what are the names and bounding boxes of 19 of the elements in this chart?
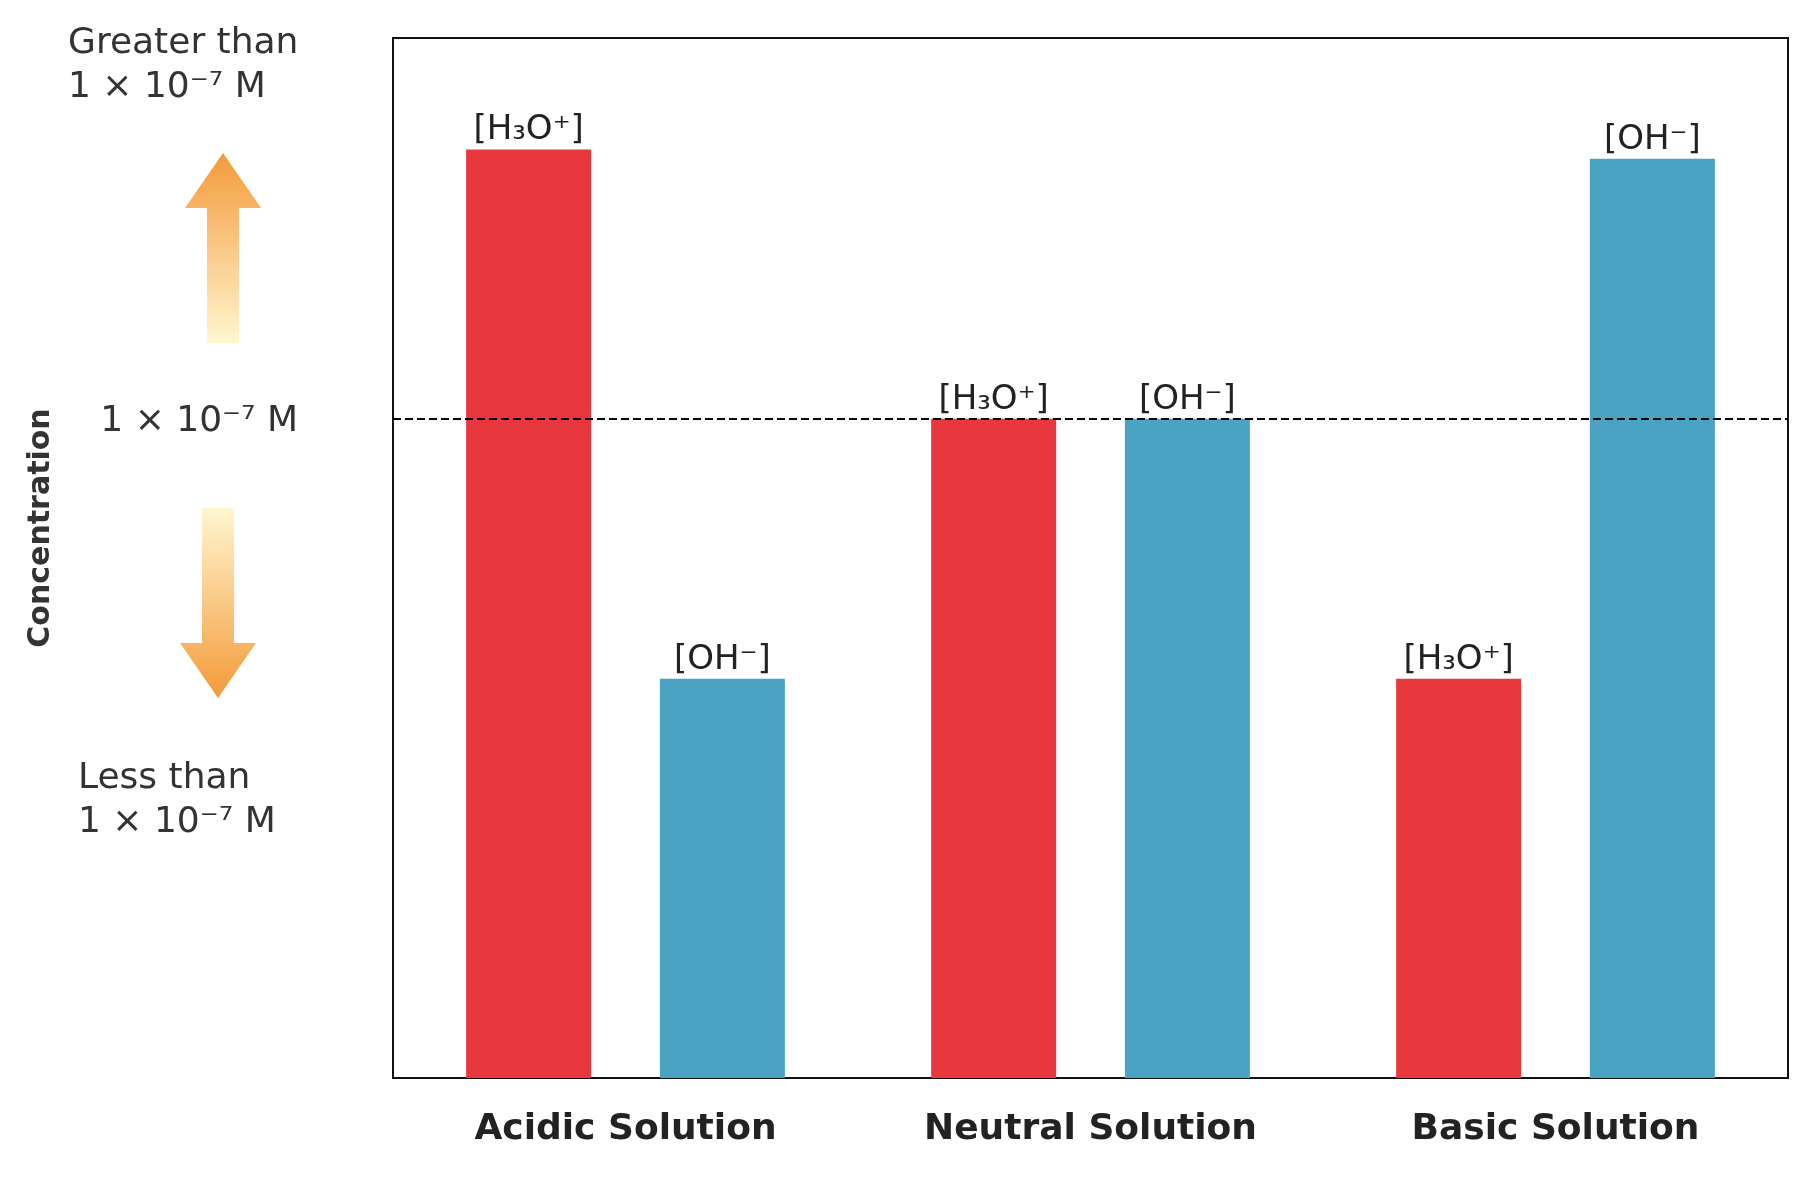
x-tick-label: Basic Solution <box>1411 1105 1700 1147</box>
bar <box>659 678 785 1078</box>
ref-line-label: 1 × 10⁻⁷ M <box>100 398 298 440</box>
text: Less than 1 × 10⁻⁷ M <box>78 754 276 840</box>
text: Greater than 1 × 10⁻⁷ M <box>68 19 299 105</box>
bar <box>466 149 592 1078</box>
text: Concentration <box>20 408 56 648</box>
x-tick-label: Acidic Solution <box>474 1105 777 1147</box>
text: [OH⁻] <box>1138 376 1236 417</box>
series-label: [OH⁻] <box>673 636 771 677</box>
bar <box>1589 158 1715 1078</box>
bar <box>1396 678 1522 1078</box>
text: [H₃O⁺] <box>1403 636 1514 677</box>
bar <box>1124 418 1250 1078</box>
series-label: [H₃O⁺] <box>473 107 584 148</box>
bar <box>931 418 1057 1078</box>
text: [H₃O⁺] <box>938 376 1049 417</box>
text: [OH⁻] <box>1603 116 1701 157</box>
x-tick-label: Neutral Solution <box>924 1105 1257 1147</box>
